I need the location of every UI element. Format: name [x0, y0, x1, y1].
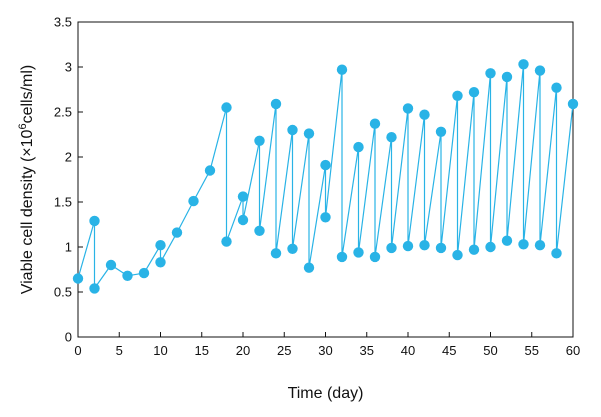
x-tick-label: 0 [74, 343, 81, 358]
data-point [452, 249, 463, 261]
x-axis: 0 5 10 15 20 25 30 35 40 45 50 55 60 [74, 332, 580, 358]
data-point [551, 82, 562, 93]
data-point [353, 141, 364, 153]
y-tick-label: 1.5 [54, 195, 72, 210]
data-point [534, 240, 546, 251]
data-point [237, 191, 249, 202]
data-point [468, 87, 480, 98]
data-point [501, 235, 513, 246]
x-tick-label: 55 [525, 343, 539, 358]
data-point [336, 64, 348, 75]
data-point [270, 98, 282, 110]
x-tick-label: 5 [116, 343, 123, 358]
data-point [567, 98, 579, 110]
y-axis: 0 0.5 1 1.5 2 2.5 3 3.5 [54, 15, 83, 345]
x-tick-label: 25 [277, 343, 291, 358]
x-tick-label: 10 [153, 343, 167, 358]
y-tick-label: 3.5 [54, 15, 72, 30]
x-tick-label: 15 [195, 343, 209, 358]
data-point [419, 240, 430, 251]
data-point [501, 71, 513, 83]
series-line [77, 64, 574, 291]
data-point [287, 243, 298, 254]
data-point [386, 242, 397, 254]
y-axis-title-superscript: 6 [17, 123, 29, 129]
data-point [386, 132, 397, 143]
x-tick-label: 45 [442, 343, 456, 358]
data-point [72, 273, 84, 284]
data-point [171, 227, 183, 238]
y-tick-label: 0 [65, 330, 72, 345]
series-layer [72, 59, 579, 294]
y-tick-label: 3 [65, 60, 72, 75]
data-point [221, 236, 232, 247]
data-point [534, 65, 546, 76]
data-point [369, 251, 381, 263]
data-point [419, 109, 430, 120]
data-point [353, 247, 364, 258]
data-point [89, 283, 100, 294]
y-tick-label: 0.5 [54, 285, 72, 300]
x-tick-label: 30 [318, 343, 332, 358]
data-point [105, 259, 117, 271]
data-point [485, 68, 496, 79]
x-tick-label: 35 [360, 343, 374, 358]
data-point [270, 248, 282, 259]
data-point [188, 195, 199, 207]
x-tick-label: 40 [401, 343, 415, 358]
data-point [468, 244, 480, 255]
data-point [122, 270, 133, 281]
data-point [518, 59, 529, 70]
data-point [89, 215, 100, 227]
data-point [155, 240, 166, 251]
data-point [254, 225, 265, 236]
data-point [369, 118, 381, 129]
data-point [402, 103, 414, 114]
y-tick-label: 2 [65, 150, 72, 165]
data-point [287, 124, 298, 136]
data-point [336, 251, 348, 263]
y-tick-label: 1 [65, 240, 72, 255]
y-axis-title-suffix: cells/ml) [19, 65, 36, 124]
x-tick-label: 60 [566, 343, 580, 358]
data-point [303, 262, 315, 273]
data-point [435, 126, 447, 137]
data-point [204, 165, 216, 176]
data-point [435, 242, 447, 254]
data-point [320, 212, 331, 223]
data-point [303, 128, 315, 139]
data-point [155, 257, 166, 268]
x-axis-title: Time (day) [288, 385, 364, 402]
data-point [254, 135, 265, 146]
data-point [452, 90, 463, 102]
x-tick-label: 20 [236, 343, 250, 358]
data-point [518, 239, 529, 250]
data-point [221, 102, 232, 113]
y-tick-label: 2.5 [54, 105, 72, 120]
data-point [237, 214, 249, 226]
data-point [138, 267, 150, 279]
y-axis-title-prefix: Viable cell density (×10 [19, 129, 36, 294]
x-tick-label: 50 [483, 343, 497, 358]
data-point [402, 240, 414, 252]
data-point [485, 241, 496, 253]
data-point [320, 159, 331, 171]
y-axis-title: Viable cell density (×106cells/ml) [17, 65, 36, 295]
data-point [551, 248, 562, 259]
